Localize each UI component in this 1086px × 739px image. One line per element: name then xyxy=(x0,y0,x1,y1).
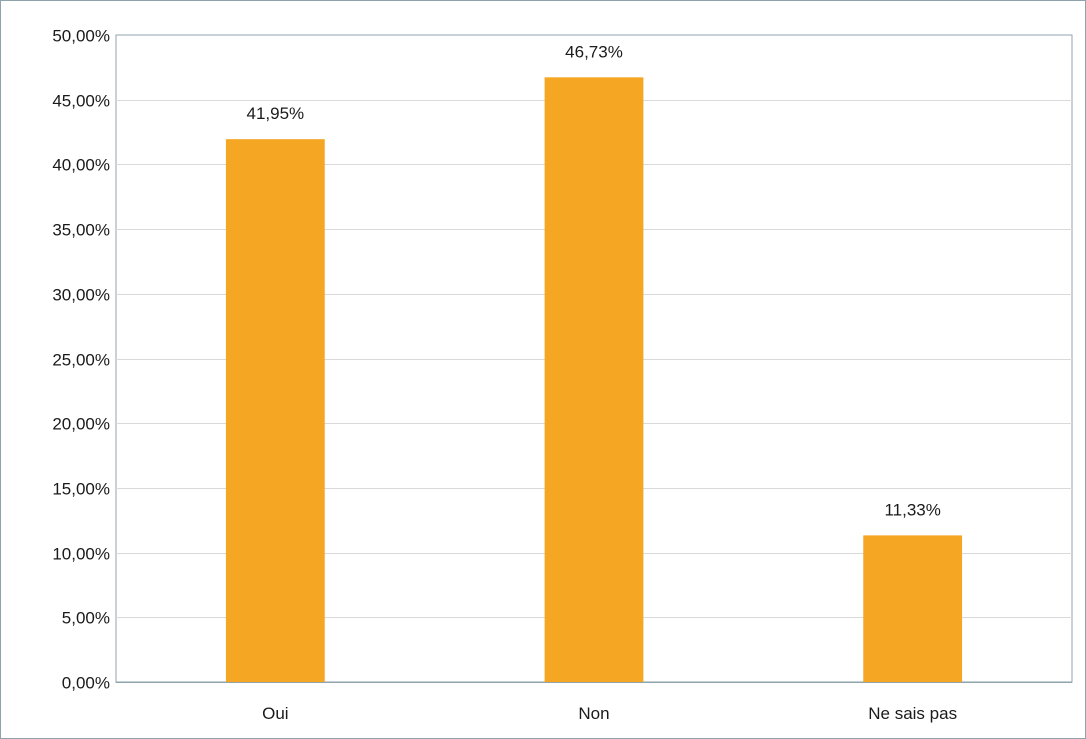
y-tick-label: 40,00% xyxy=(52,156,110,175)
y-tick-label: 5,00% xyxy=(62,609,110,628)
y-tick-label: 45,00% xyxy=(52,92,110,111)
y-tick-label: 50,00% xyxy=(52,27,110,46)
y-tick-label: 10,00% xyxy=(52,545,110,564)
bar-ne-sais-pas xyxy=(863,535,963,682)
bars xyxy=(225,77,963,683)
data-label: 41,95% xyxy=(246,104,304,123)
x-category-label: Oui xyxy=(262,704,288,723)
y-tick-label: 20,00% xyxy=(52,415,110,434)
y-tick-label: 30,00% xyxy=(52,286,110,305)
y-tick-label: 25,00% xyxy=(52,351,110,370)
x-axis-categories: Oui Non Ne sais pas xyxy=(262,704,957,723)
y-axis-ticks: 0,00% 5,00% 10,00% 15,00% 20,00% 25,00% 30,00%… xyxy=(52,27,110,693)
data-label: 46,73% xyxy=(565,42,623,61)
data-label: 11,33% xyxy=(884,500,940,519)
bar-oui xyxy=(225,139,325,683)
bar-non xyxy=(544,77,644,683)
y-tick-label: 35,00% xyxy=(52,221,110,240)
y-tick-label: 0,00% xyxy=(62,674,110,693)
x-category-label: Non xyxy=(578,704,609,723)
y-tick-label: 15,00% xyxy=(52,480,110,499)
x-category-label: Ne sais pas xyxy=(868,704,957,723)
data-labels: 41,95% 46,73% 11,33% xyxy=(246,42,940,519)
